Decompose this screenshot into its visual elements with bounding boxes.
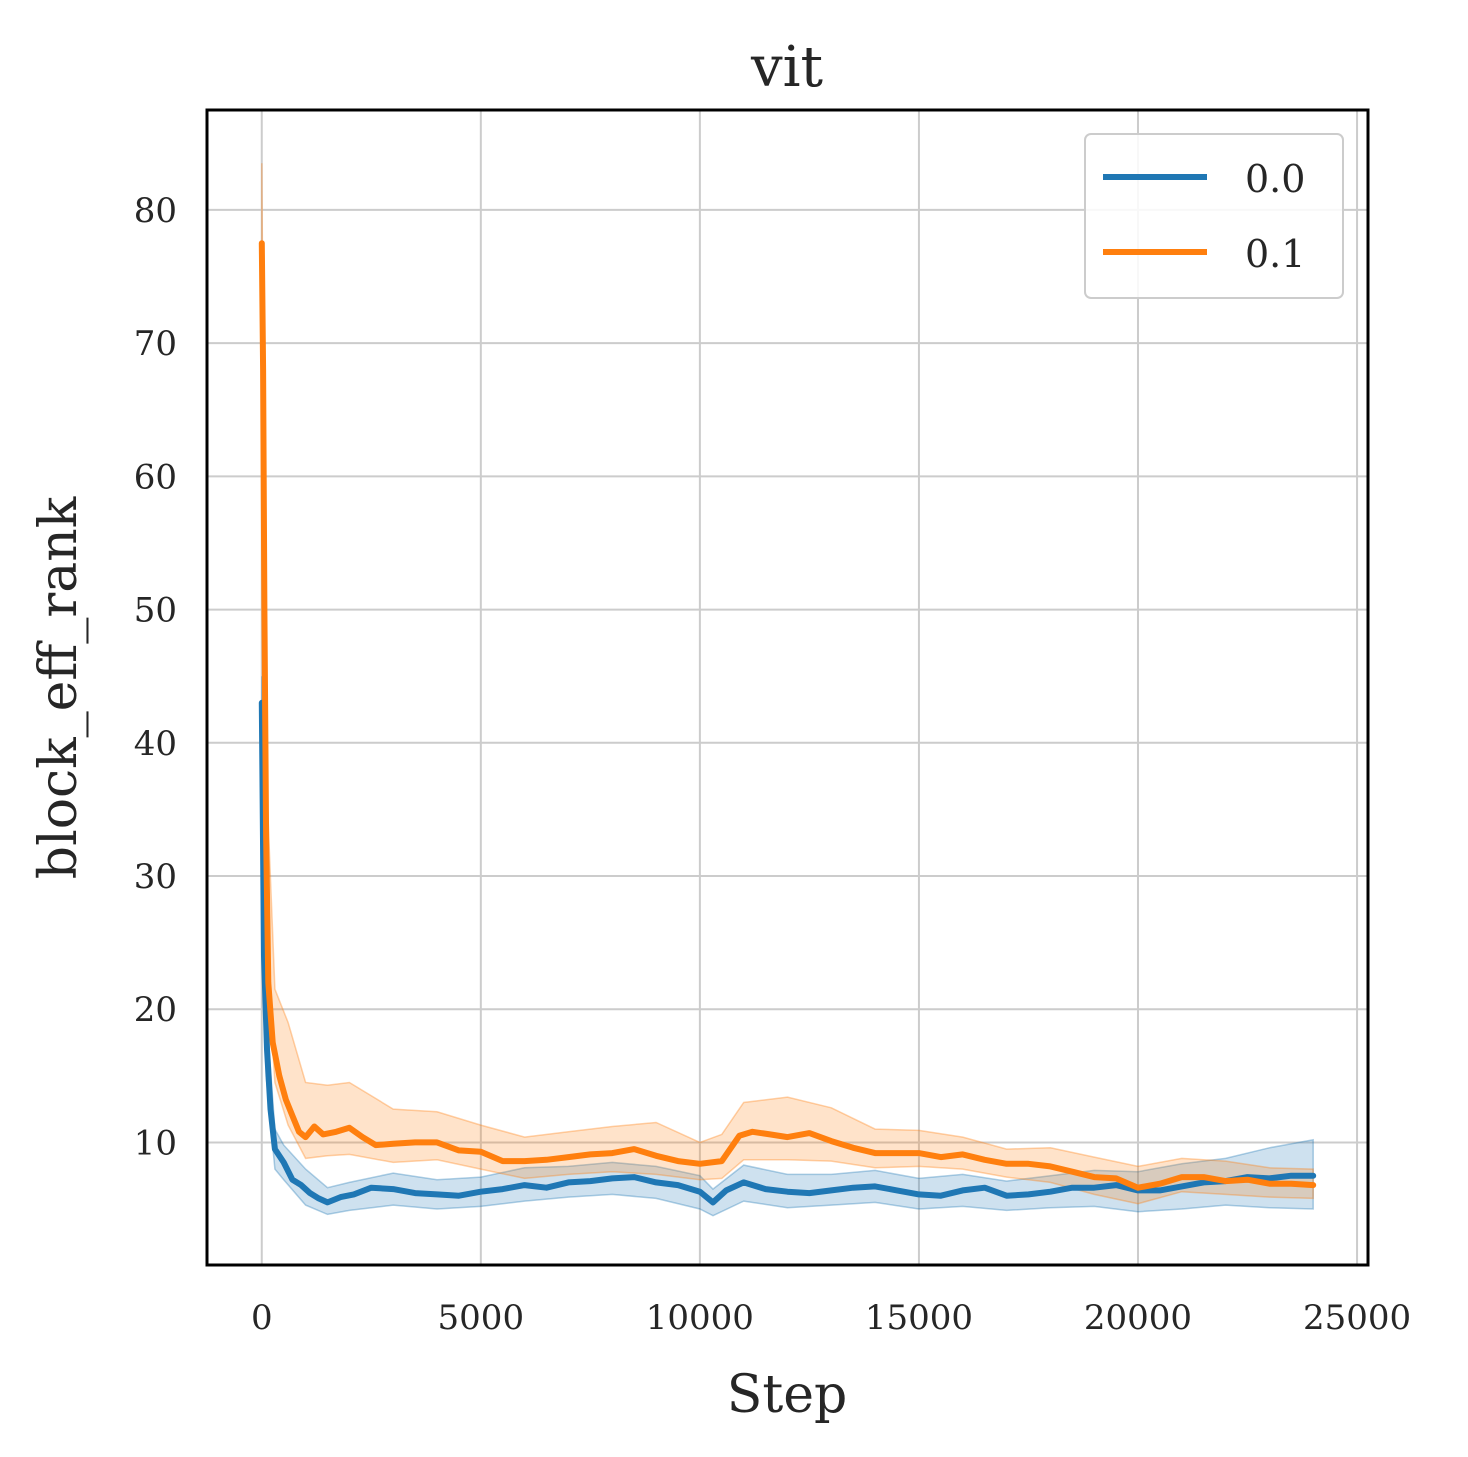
y-tick-label-5: 60 bbox=[134, 457, 177, 497]
y-tick-label-4: 50 bbox=[134, 591, 177, 631]
y-axis-title: block_eff_rank bbox=[29, 496, 89, 879]
series-lines bbox=[258, 240, 1317, 1206]
y-tick-label-6: 70 bbox=[134, 324, 177, 364]
grid bbox=[207, 110, 1368, 1265]
tick-labels: 0 5000 10000 15000 20000 25000 10 20 30 40 50 60 70 8… bbox=[134, 191, 1411, 1338]
legend-label-0: 0.0 bbox=[1245, 157, 1305, 201]
y-tick-label-2: 30 bbox=[134, 857, 177, 897]
series-line-0 bbox=[258, 699, 1317, 1206]
y-tick-label-3: 40 bbox=[134, 724, 177, 764]
chart-title: vit bbox=[750, 35, 824, 100]
y-tick-label-1: 20 bbox=[134, 990, 177, 1030]
series-band-0 bbox=[261, 676, 1314, 1217]
legend-label-1: 0.1 bbox=[1245, 232, 1305, 276]
y-tick-label-7: 80 bbox=[134, 191, 177, 231]
y-tick-label-0: 10 bbox=[134, 1123, 177, 1163]
x-tick-label-3: 15000 bbox=[865, 1298, 973, 1338]
series-line-1 bbox=[258, 240, 1317, 1191]
x-axis-title: Step bbox=[727, 1365, 848, 1425]
plot-frame bbox=[205, 108, 1370, 1267]
x-tick-label-0: 0 bbox=[251, 1298, 273, 1338]
x-tick-label-1: 5000 bbox=[438, 1298, 525, 1338]
x-tick-label-4: 20000 bbox=[1084, 1298, 1192, 1338]
legend: 0.0 0.1 bbox=[1084, 133, 1344, 299]
confidence-bands bbox=[261, 163, 1314, 1217]
x-tick-label-5: 25000 bbox=[1303, 1298, 1411, 1338]
series-band-1 bbox=[261, 163, 1314, 1205]
x-tick-label-2: 10000 bbox=[646, 1298, 754, 1338]
